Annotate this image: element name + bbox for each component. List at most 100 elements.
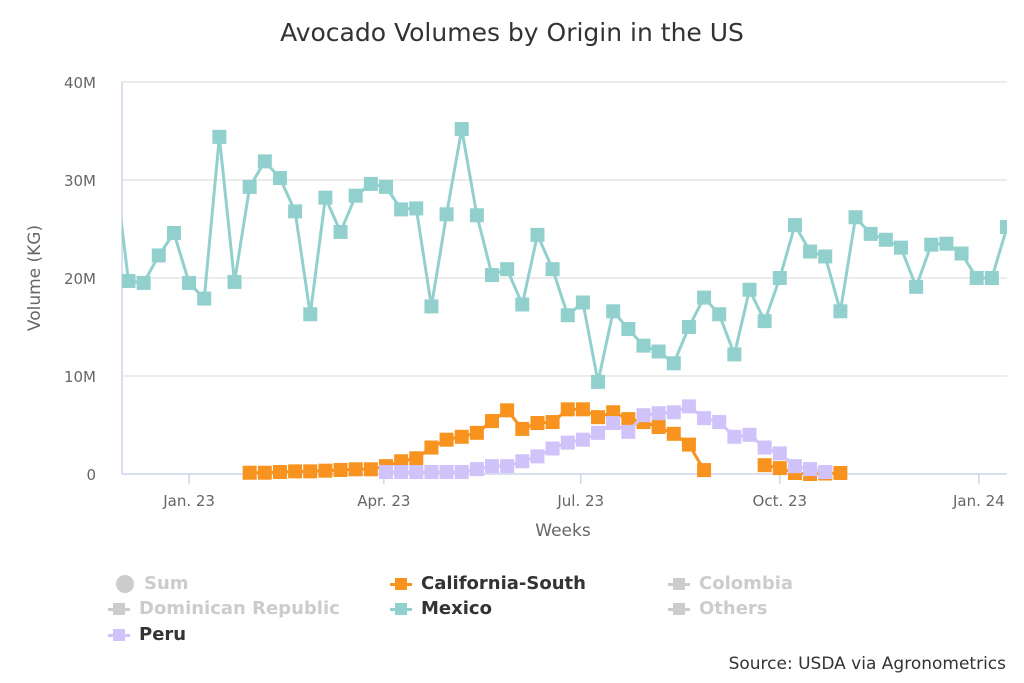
series-california-south [242,402,848,481]
data-point [803,244,818,259]
data-point [893,240,908,255]
data-point [742,282,757,297]
data-point [454,429,469,444]
x-tick-label: Apr. 23 [357,492,410,510]
legend-square-icon [108,628,130,642]
legend-item-others[interactable]: Others [668,598,768,619]
data-point [424,299,439,314]
data-point [818,249,833,264]
data-point [303,307,318,322]
data-point [757,314,772,329]
data-point [651,406,666,421]
legend-label: Others [699,598,768,619]
x-tick-label: Jul. 23 [556,492,604,510]
y-tick-label: 10M [64,368,96,386]
data-point [621,424,636,439]
data-point [515,421,530,436]
legend-square-icon [390,602,412,616]
data-point [712,415,727,430]
data-point [575,432,590,447]
data-point [787,218,802,233]
data-point [485,414,500,429]
data-point [378,179,393,194]
data-point [636,338,651,353]
legend-circle-icon [113,574,135,593]
data-point [333,224,348,239]
y-axis-title: Volume (KG) [25,225,45,331]
chart-title: Avocado Volumes by Origin in the US [280,18,744,47]
data-point [500,262,515,277]
data-point [787,459,802,474]
data-point [166,225,181,240]
data-point [424,440,439,455]
data-point [606,304,621,319]
data-point [530,416,545,431]
legend-item-dominican-republic[interactable]: Dominican Republic [108,598,340,619]
data-point [666,356,681,371]
data-point [469,208,484,223]
data-point [772,461,787,476]
data-point [439,207,454,222]
data-point [818,465,833,480]
data-point [878,232,893,247]
data-point [666,405,681,420]
data-point [136,275,151,290]
data-point [681,437,696,452]
data-point [803,462,818,477]
source-note: Source: USDA via Agronometrics [728,654,1006,674]
data-point [348,188,363,203]
data-point [485,459,500,474]
data-point [500,459,515,474]
data-point [515,454,530,469]
data-point [530,449,545,464]
data-point [122,273,136,288]
data-point [681,399,696,414]
data-point [227,274,242,289]
series-line [122,127,1007,384]
data-point [439,465,454,480]
data-point [424,465,439,480]
data-point [697,463,712,478]
legend-item-colombia[interactable]: Colombia [668,573,793,594]
y-tick-label: 20M [64,270,96,288]
data-point [394,454,409,469]
data-point [197,291,212,306]
legend-item-mexico[interactable]: Mexico [390,598,492,619]
data-point [303,464,318,479]
legend-item-sum[interactable]: Sum [113,573,189,594]
data-point [636,408,651,423]
x-axis-title: Weeks [535,521,591,541]
data-point [954,246,969,261]
data-point [591,374,606,389]
data-point [772,271,787,285]
legend-label: California-South [421,573,586,594]
series-peru [378,399,833,480]
data-point [363,176,378,191]
data-point [545,441,560,456]
data-point [681,320,696,334]
data-point [697,411,712,426]
data-point [742,427,757,442]
data-point [621,412,636,427]
y-tick-label: 30M [64,172,96,190]
legend-item-peru[interactable]: Peru [108,624,186,645]
data-point [757,458,772,473]
data-point [363,462,378,477]
x-tick-label: Oct. 23 [753,492,808,510]
data-point [318,190,333,205]
data-point [454,122,469,137]
x-tick-label: Jan. 23 [162,492,215,510]
legend-label: Peru [139,624,187,645]
data-point [439,432,454,447]
x-tick-label: Jan. 24 [952,492,1005,510]
data-point [666,426,681,441]
data-point [545,262,560,277]
legend-item-california-south[interactable]: California-South [390,573,586,594]
data-point [409,201,424,216]
data-point [984,271,999,285]
data-point [257,154,272,169]
data-point [485,268,500,283]
data-point [560,435,575,450]
data-point [348,462,363,477]
